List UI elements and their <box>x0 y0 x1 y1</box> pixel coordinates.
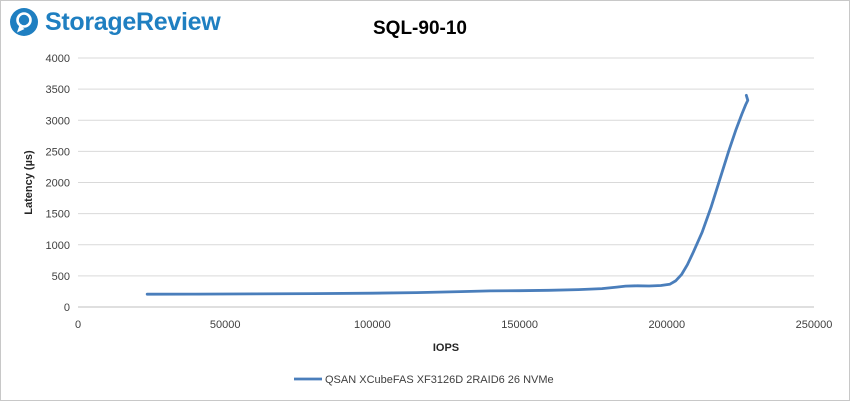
series-lines <box>145 93 750 296</box>
y-tick-label: 0 <box>64 302 70 314</box>
y-axis-label: Latency (µs) <box>23 150 35 215</box>
x-tick-label: 150000 <box>501 319 538 331</box>
y-tick-label: 1000 <box>46 240 70 252</box>
chart-title: SQL-90-10 <box>373 18 467 39</box>
y-tick-label: 500 <box>52 271 70 283</box>
x-tick-label: 200000 <box>648 319 685 331</box>
x-tick-label: 0 <box>75 319 81 331</box>
brand-name: StorageReview <box>45 7 221 36</box>
x-tick-label: 100000 <box>354 319 391 331</box>
gridlines <box>78 57 814 277</box>
legend-label: QSAN XCubeFAS XF3126D 2RAID6 26 NVMe <box>325 374 554 386</box>
storagereview-logo: StorageReview <box>9 5 221 39</box>
legend: QSAN XCubeFAS XF3126D 2RAID6 26 NVMe <box>294 374 554 386</box>
y-tick-label: 3500 <box>46 84 70 96</box>
x-tick-labels: 0 50000 100000 150000 200000 250000 <box>75 319 832 331</box>
y-tick-labels: 0 500 1000 1500 2000 2500 3000 3500 4000 <box>46 53 70 314</box>
y-tick-label: 3000 <box>46 115 70 127</box>
y-tick-label: 4000 <box>46 53 70 65</box>
logo-pin-icon <box>10 8 38 36</box>
x-tick-label: 50000 <box>210 319 241 331</box>
x-axis-label: IOPS <box>433 342 459 354</box>
y-tick-label: 2000 <box>46 178 70 190</box>
y-tick-label: 2500 <box>46 146 70 158</box>
series-line-0 <box>145 93 750 296</box>
y-tick-label: 1500 <box>46 209 70 221</box>
x-tick-label: 250000 <box>796 319 833 331</box>
